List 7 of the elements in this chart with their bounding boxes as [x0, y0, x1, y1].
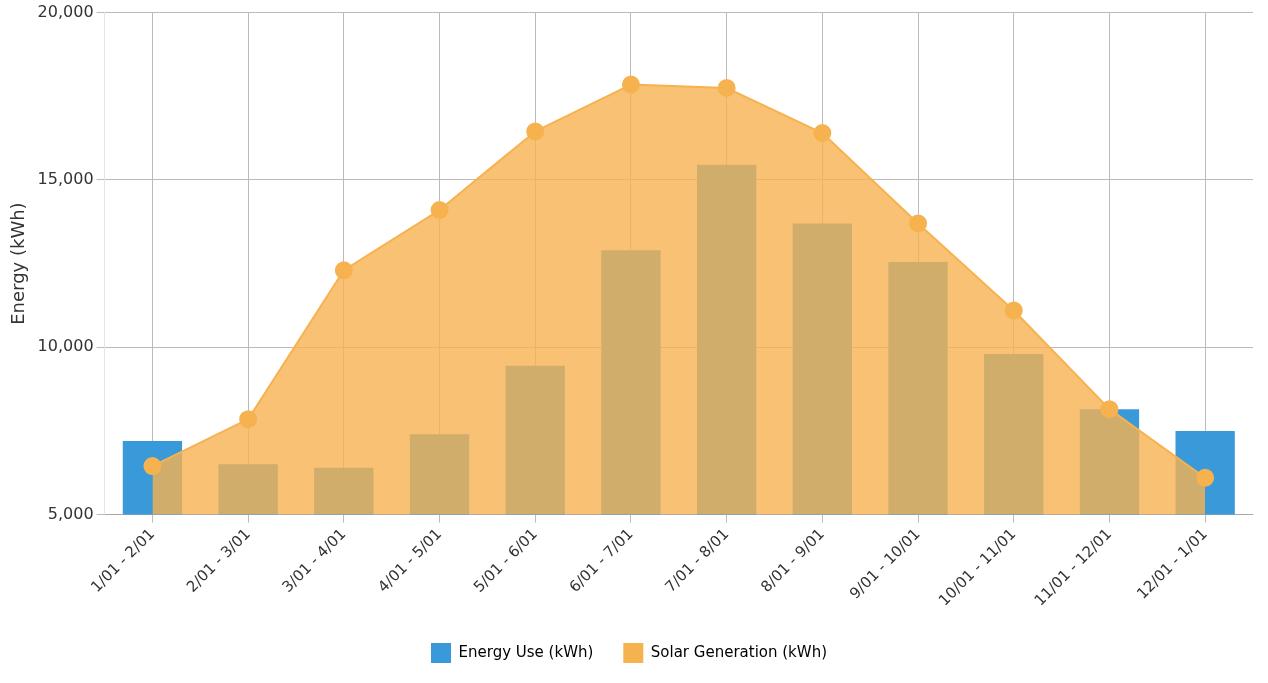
y-tick-label: 5,000 [47, 503, 94, 523]
y-tick-label: 20,000 [37, 1, 94, 21]
y-tick-label: 15,000 [37, 169, 94, 189]
y-axis-title: Energy (kWh) [7, 202, 29, 325]
legend-label: Solar Generation (kWh) [650, 642, 827, 661]
legend-label: Energy Use (kWh) [458, 642, 594, 661]
y-tick-label: 10,000 [37, 336, 94, 356]
